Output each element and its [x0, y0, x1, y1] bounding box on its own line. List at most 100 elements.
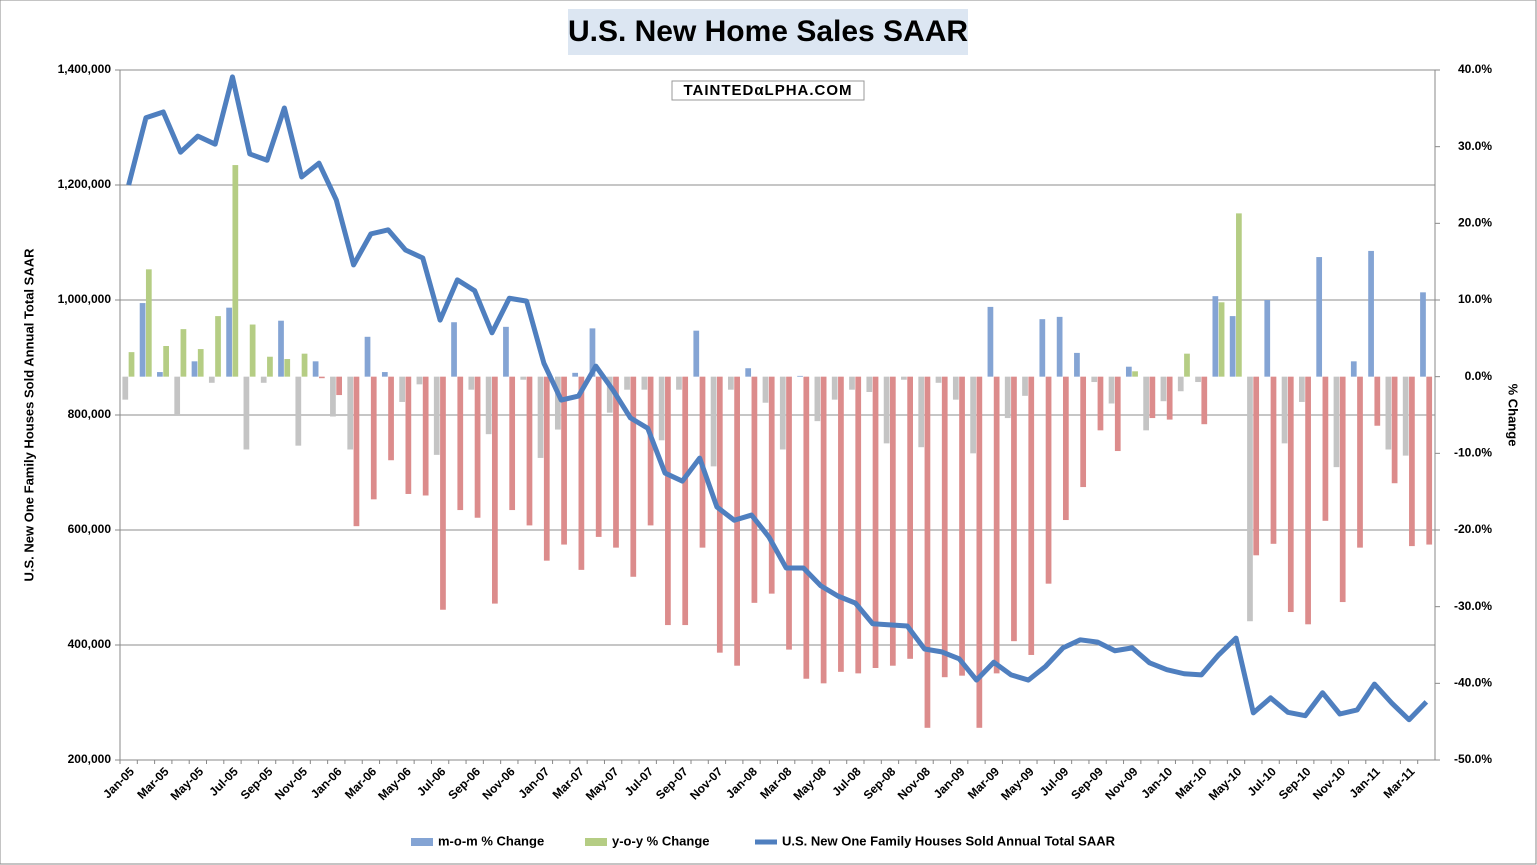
y2-tick-label: -50.0% — [1454, 752, 1492, 766]
bar — [883, 376, 890, 444]
bar — [1004, 376, 1011, 419]
y-tick-label: 400,000 — [68, 637, 112, 651]
bar — [572, 372, 579, 377]
bar — [1374, 376, 1381, 426]
bar — [1132, 371, 1138, 377]
y-tick-label: 800,000 — [68, 407, 112, 421]
legend-swatch — [585, 838, 607, 846]
bar — [1402, 376, 1409, 456]
bar — [485, 376, 492, 435]
bar — [1218, 302, 1225, 377]
bar — [1420, 292, 1426, 377]
bar — [388, 376, 394, 461]
bar — [554, 376, 561, 430]
bar — [786, 376, 792, 650]
bar — [301, 353, 308, 377]
bar — [543, 376, 550, 561]
legend-label: U.S. New One Family Houses Sold Annual T… — [782, 833, 1116, 848]
bar — [1426, 376, 1433, 545]
bar — [330, 376, 336, 417]
bar — [595, 376, 602, 537]
y2-tick-label: 20.0% — [1458, 216, 1492, 230]
bar — [941, 376, 948, 678]
bar — [1368, 250, 1374, 377]
bar — [665, 376, 671, 626]
bar — [128, 352, 135, 377]
bar — [889, 376, 896, 666]
bar — [993, 376, 1000, 674]
y-axis-label: U.S. New One Family Houses Sold Annual T… — [21, 248, 36, 582]
bar — [728, 376, 734, 390]
bar — [232, 165, 239, 377]
y-tick-label: 1,200,000 — [58, 177, 112, 191]
bar — [139, 303, 146, 377]
bar — [336, 376, 343, 396]
bar — [1391, 376, 1398, 484]
bar — [180, 329, 187, 377]
bar — [157, 372, 163, 377]
bar — [613, 376, 619, 548]
y2-axis-label: % Change — [1506, 384, 1521, 447]
bar — [624, 376, 630, 390]
bar — [174, 376, 181, 415]
bar — [1229, 316, 1236, 377]
bar — [537, 376, 544, 458]
bar — [872, 376, 879, 668]
bar — [1322, 376, 1329, 521]
legend-label: m-o-m % Change — [438, 833, 544, 848]
bar — [353, 376, 360, 527]
bar — [1409, 376, 1415, 547]
bar — [1305, 376, 1311, 625]
bar — [145, 269, 152, 377]
bar — [1045, 376, 1052, 584]
bar — [208, 376, 215, 383]
bar — [924, 376, 931, 728]
bar — [278, 320, 284, 377]
bar — [312, 361, 319, 377]
bar — [866, 376, 873, 392]
bar — [1385, 376, 1392, 450]
bar — [381, 372, 388, 377]
legend-swatch — [411, 838, 433, 846]
y-tick-label: 1,400,000 — [58, 62, 112, 76]
bar — [803, 376, 810, 679]
bar — [831, 376, 838, 400]
bar — [578, 376, 585, 570]
bar — [693, 330, 700, 377]
bar — [1247, 376, 1253, 622]
bar — [1287, 376, 1294, 613]
bar — [1091, 376, 1098, 383]
bar — [509, 376, 516, 511]
bar — [682, 376, 689, 626]
y-tick-label: 1,000,000 — [58, 292, 112, 306]
bar — [1062, 376, 1069, 521]
bar — [457, 376, 464, 511]
bar — [1333, 376, 1340, 468]
bar — [838, 376, 844, 672]
bar — [814, 376, 821, 422]
bar — [1039, 319, 1046, 377]
y2-tick-label: -20.0% — [1454, 522, 1492, 536]
bar — [267, 356, 273, 377]
bar — [561, 376, 567, 545]
bar — [433, 376, 440, 455]
bar — [284, 359, 291, 377]
bar — [370, 376, 377, 500]
bar — [959, 376, 965, 676]
bar — [226, 307, 232, 377]
bar — [606, 376, 613, 413]
bar — [318, 376, 325, 379]
bar — [243, 376, 250, 450]
bar — [1316, 257, 1323, 377]
bar — [976, 376, 983, 728]
bar — [1080, 376, 1087, 488]
bar — [474, 376, 481, 518]
bar — [197, 349, 204, 377]
bar — [1143, 376, 1150, 431]
bar — [1299, 376, 1305, 402]
bar — [751, 376, 758, 603]
bar — [987, 306, 994, 377]
bar — [260, 376, 267, 383]
bar — [1201, 376, 1208, 425]
bar — [768, 376, 775, 594]
